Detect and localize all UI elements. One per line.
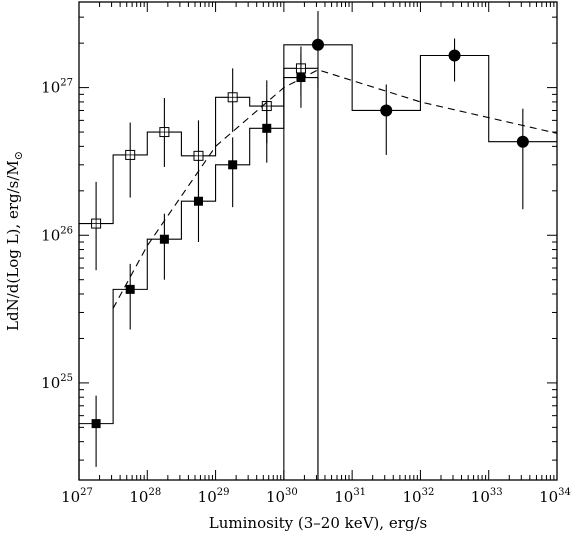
x-tick-label: 1029 [198,487,230,506]
data-point-filled-square [125,284,135,294]
histogram-steps-filled-circle [283,44,557,480]
x-axis-title: Luminosity (3–20 keV), erg/s [209,514,427,532]
y-axis-title-main: LdN/d(Log L), erg/s/M [4,160,22,331]
x-tick-label: 1027 [61,487,93,506]
data-point-open-square [91,218,102,229]
x-tick-label: 1033 [471,487,503,506]
data-point-filled-square [159,234,169,244]
y-tick-label: 1025 [41,373,73,392]
x-tick-label: 1034 [539,487,571,506]
data-point-open-square [193,150,204,161]
plot-frame [78,1,558,481]
data-point-filled-square [228,160,238,170]
tick-labels: 1027 1028 1029 1030 1031 1032 1033 1034 1025 1026… [41,78,571,506]
y-tick-label: 1026 [41,225,73,244]
data-point-filled-square [296,73,306,83]
y-axis-title-symbol: ⊙ [12,151,25,160]
data-point-open-square [159,127,170,138]
data-point-open-square [227,92,238,103]
data-point-filled-square [193,196,203,206]
x-tick-label: 1028 [129,487,161,506]
data-point-filled-circle [380,104,393,117]
plot-area [78,11,558,480]
data-point-filled-circle [448,49,461,62]
y-axis-title: LdN/d(Log L), erg/s/M⊙ [4,151,25,331]
data-point-filled-square [91,419,101,429]
axis-ticks [78,2,558,480]
x-tick-label: 1030 [266,487,298,506]
x-tick-label: 1032 [403,487,435,506]
model-dashed-line [112,69,558,309]
data-point-filled-circle [311,38,324,51]
y-tick-label: 1027 [41,78,73,97]
x-tick-label: 1031 [334,487,366,506]
data-point-open-square [125,149,136,160]
data-point-filled-square [262,123,272,133]
data-point-filled-circle [516,135,529,148]
